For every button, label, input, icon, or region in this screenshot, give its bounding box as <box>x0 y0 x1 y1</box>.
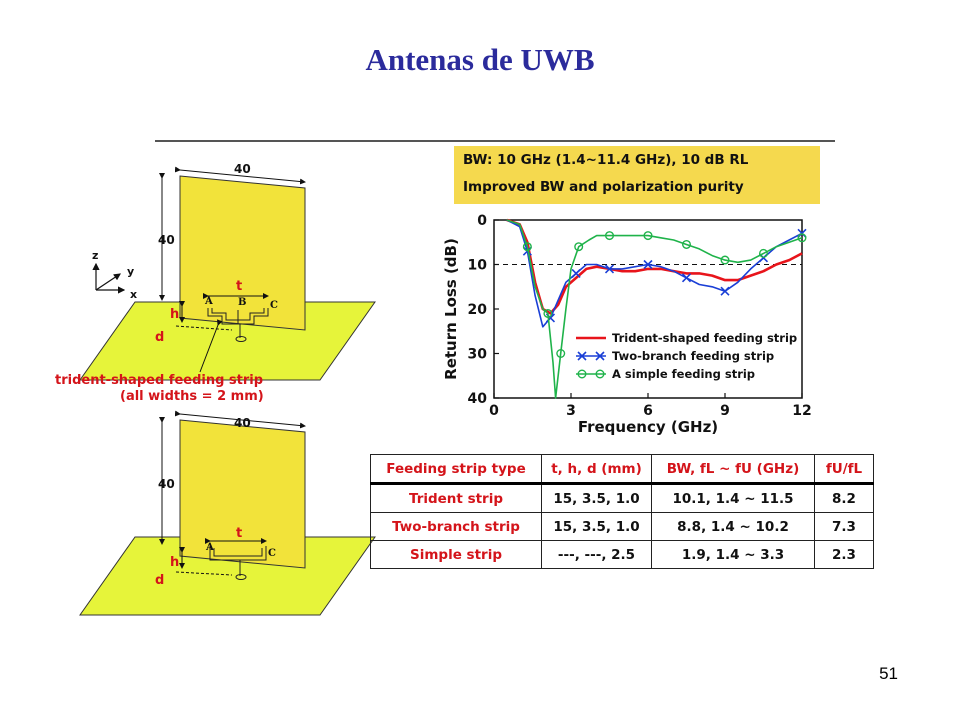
table-header-row: Feeding strip type t, h, d (mm) BW, fL ~… <box>370 454 874 485</box>
trident-feed-strip <box>207 308 269 342</box>
axes-icon: z y x <box>92 249 137 301</box>
header-cell: Feeding strip type <box>370 454 542 485</box>
data-point <box>556 349 566 359</box>
antenna-diagram-two-branch: 40 40 t A C h d <box>79 410 376 616</box>
feed-caption-line2: (all widths = 2 mm) <box>120 389 264 404</box>
slide-title: Antenas de UWB <box>365 42 595 77</box>
legend-label: Trident-shaped feeding strip <box>612 331 797 345</box>
header-cell: t, h, d (mm) <box>541 454 652 485</box>
data-point <box>595 369 605 379</box>
data-point <box>643 259 653 270</box>
return-loss-chart: 0 3 6 9 12 0 10 20 30 40 Frequency (GHz) Return Los… <box>442 213 812 436</box>
svg-text:y: y <box>127 265 134 278</box>
plate-width-label: 40 <box>234 416 251 430</box>
label-d: d <box>155 330 164 345</box>
two-branch-feed-strip <box>209 546 267 580</box>
x-tick-label: 6 <box>643 403 653 419</box>
radiating-plate <box>179 419 306 569</box>
comparison-table: Feeding strip type t, h, d (mm) BW, fL ~… <box>370 454 874 569</box>
label-t: t <box>236 526 242 541</box>
svg-text:z: z <box>92 249 98 262</box>
feed-caption-line1: trident-shaped feeding strip <box>55 373 263 388</box>
page-number: 51 <box>879 664 898 683</box>
plate-width-label: 40 <box>234 162 251 176</box>
data-point <box>571 268 581 278</box>
x-tick-label: 9 <box>720 403 730 419</box>
label-h: h <box>170 307 179 322</box>
summary-line-improved: Improved BW and polarization purity <box>463 179 744 195</box>
point-a: A <box>204 296 213 307</box>
data-point <box>577 369 587 379</box>
header-cell: fU/fL <box>814 454 874 485</box>
y-tick-label: 30 <box>468 347 488 363</box>
header-cell: BW, fL ~ fU (GHz) <box>651 454 815 485</box>
divider <box>155 140 835 142</box>
data-point <box>720 255 730 265</box>
point-c: C <box>268 548 276 559</box>
data-point <box>595 351 605 361</box>
legend-label: Two-branch feeding strip <box>612 349 774 363</box>
table-row: Simple strip ---, ---, 2.5 1.9, 1.4 ~ 3.… <box>370 540 874 569</box>
data-point <box>759 248 769 258</box>
data-point <box>797 233 807 243</box>
point-c: C <box>270 300 278 311</box>
x-tick-label: 12 <box>792 403 811 419</box>
x-axis-label: Frequency (GHz) <box>578 418 718 436</box>
plate-height-label: 40 <box>158 477 175 491</box>
label-t: t <box>236 279 242 294</box>
data-point <box>605 231 615 241</box>
legend-label: A simple feeding strip <box>612 367 755 381</box>
label-d: d <box>155 573 164 588</box>
y-tick-label: 10 <box>468 258 488 274</box>
data-point <box>574 242 584 252</box>
label-h: h <box>170 555 179 570</box>
summary-line-bw: BW: 10 GHz (1.4~11.4 GHz), 10 dB RL <box>463 152 749 168</box>
y-tick-label: 0 <box>477 213 487 229</box>
data-point <box>577 351 587 361</box>
x-tick-label: 3 <box>566 403 576 419</box>
plate-height-label: 40 <box>158 233 175 247</box>
table-row: Two-branch strip 15, 3.5, 1.0 8.8, 1.4 ~… <box>370 512 874 541</box>
series-line <box>506 219 803 328</box>
data-point <box>522 242 532 252</box>
data-point <box>682 239 692 249</box>
y-tick-label: 40 <box>468 391 488 407</box>
summary-box: BW: 10 GHz (1.4~11.4 GHz), 10 dB RL Impr… <box>454 146 820 204</box>
y-tick-label: 20 <box>468 302 488 318</box>
antenna-diagram-trident: 40 40 z y x t A B C h d trident-sh <box>55 162 376 404</box>
point-a: A <box>205 542 214 553</box>
svg-text:x: x <box>130 288 137 301</box>
x-tick-label: 0 <box>489 403 499 419</box>
data-point <box>720 286 730 296</box>
series-line <box>506 219 803 399</box>
y-axis-label: Return Loss (dB) <box>442 238 460 380</box>
data-point <box>543 308 553 318</box>
table-row: Trident strip 15, 3.5, 1.0 10.1, 1.4 ~ 1… <box>370 483 874 513</box>
data-point <box>681 273 692 283</box>
data-point <box>604 264 615 274</box>
point-b: B <box>238 297 246 308</box>
data-point <box>643 231 653 241</box>
